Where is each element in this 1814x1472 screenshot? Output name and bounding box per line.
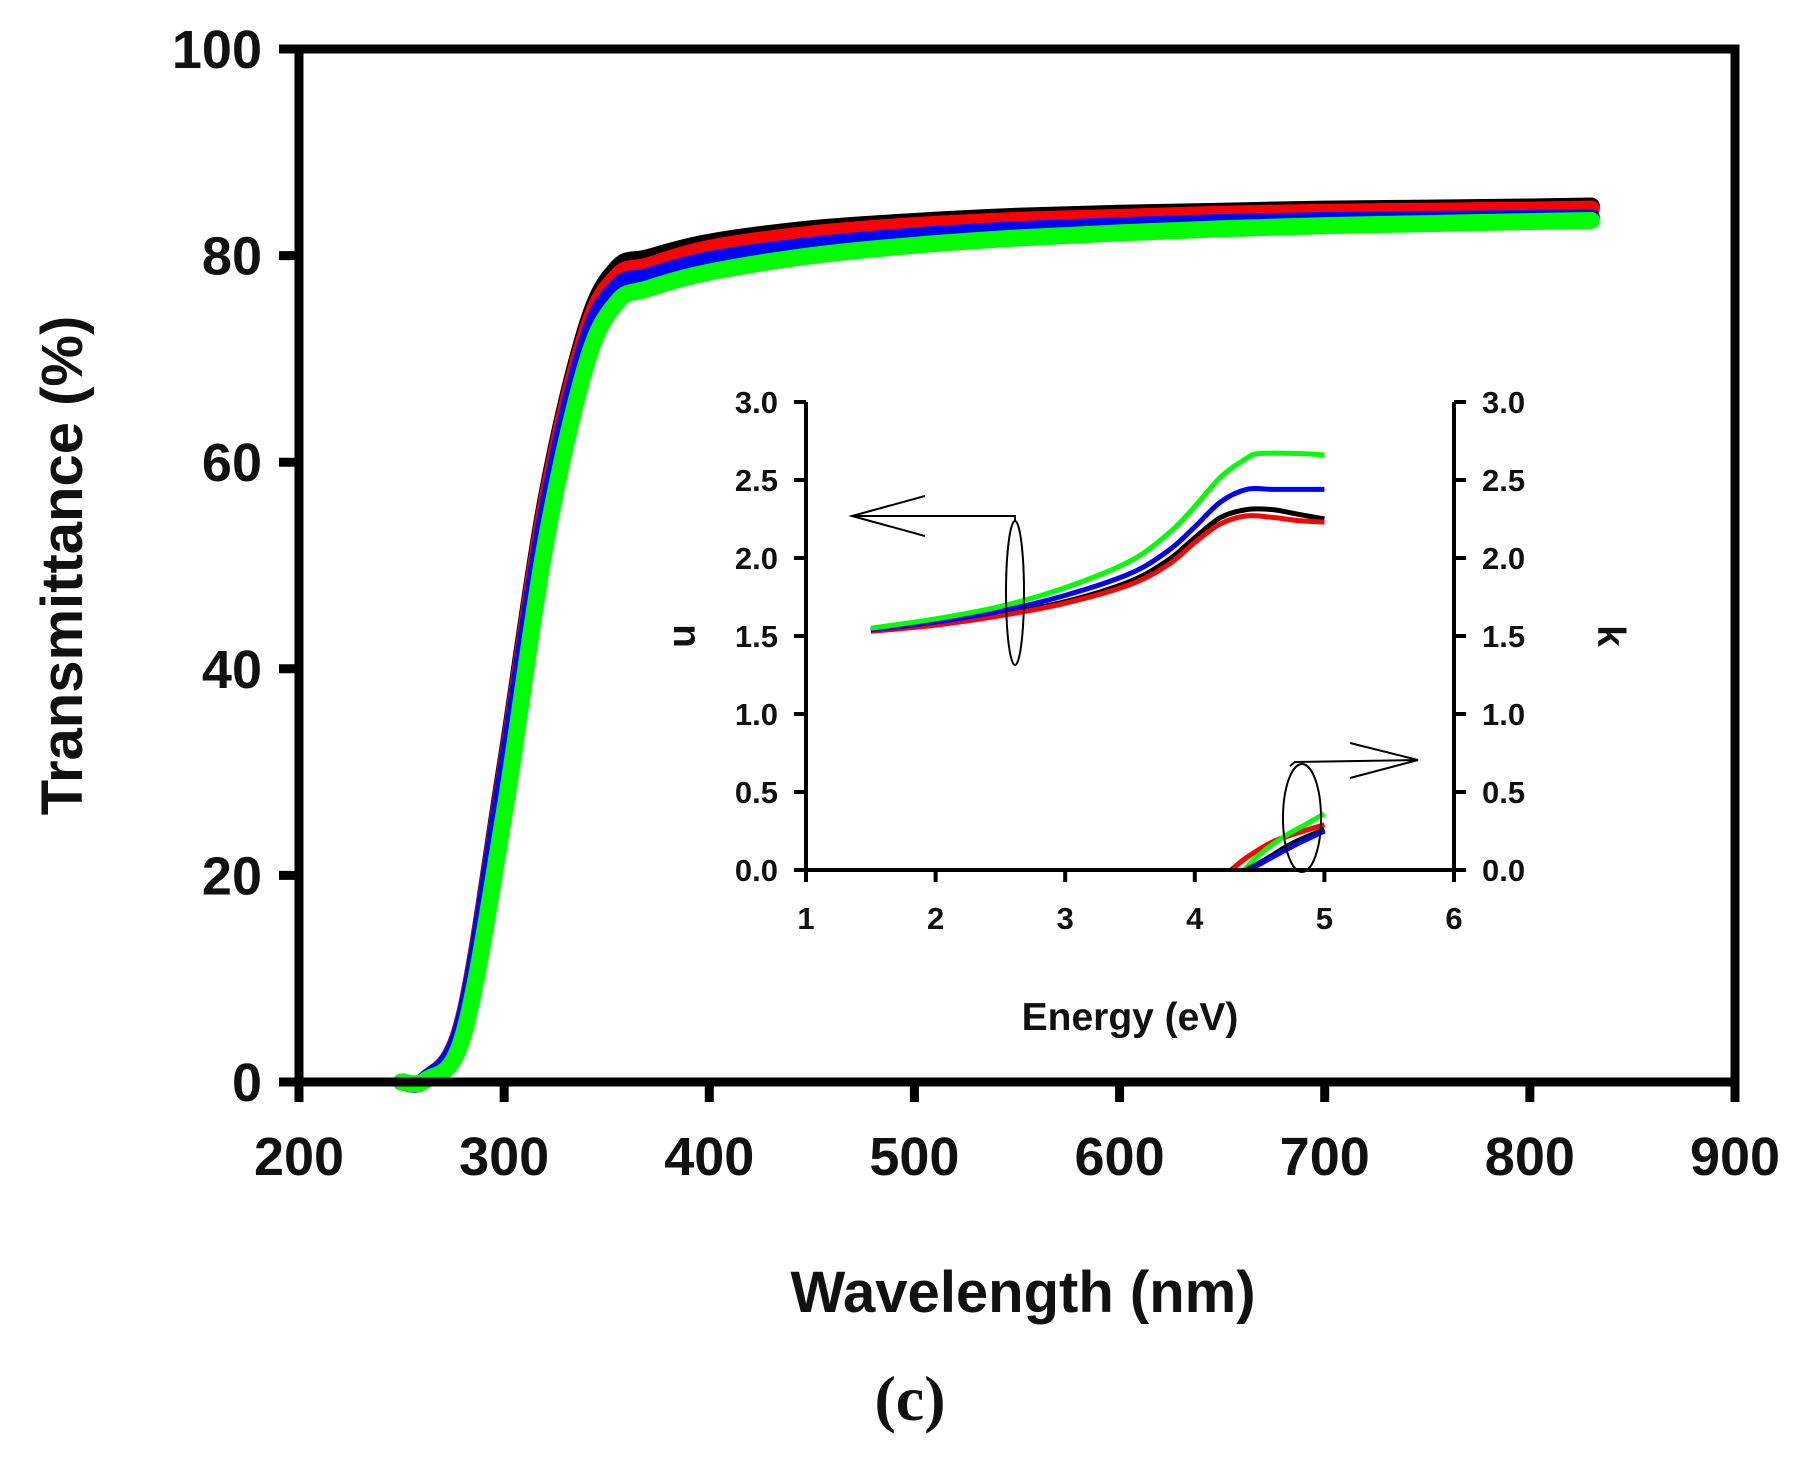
x-tick-label: 300 xyxy=(459,1127,549,1187)
x-tick-label: 200 xyxy=(254,1127,344,1187)
inset-right-axis-label: k xyxy=(1589,625,1632,647)
inset-left-tick-label: 0.5 xyxy=(735,775,778,810)
inset-x-axis-label: Energy (eV) xyxy=(1022,996,1239,1039)
panel-label: (c) xyxy=(874,1363,945,1434)
x-tick-label: 400 xyxy=(664,1127,754,1187)
inset-right-tick-label: 1.0 xyxy=(1482,697,1525,732)
n-series-3 xyxy=(870,485,1325,633)
y-tick-label: 40 xyxy=(202,640,262,700)
inset-left-tick-label: 3.0 xyxy=(735,385,778,420)
y-tick-label: 0 xyxy=(232,1053,262,1113)
y-tick-label: 60 xyxy=(202,433,262,493)
inset-x-tick-label: 6 xyxy=(1445,901,1462,936)
n-series-4 xyxy=(870,450,1325,631)
inset-right-tick-label: 2.0 xyxy=(1482,541,1525,576)
inset-left-axis-label: n xyxy=(665,624,708,648)
main-plot-frame xyxy=(294,44,1740,1087)
inset-x-tick-label: 5 xyxy=(1316,901,1333,936)
n-arrow-shaft xyxy=(852,515,1016,521)
inset-right-tick-label: 0.5 xyxy=(1482,775,1525,810)
inset-left-tick-label: 2.0 xyxy=(735,541,778,576)
inset-x-tick-label: 1 xyxy=(797,901,814,936)
inset-right-tick-label: 0.0 xyxy=(1482,853,1525,888)
x-tick-label: 500 xyxy=(869,1127,959,1187)
inset-right-tick-label: 2.5 xyxy=(1482,463,1525,498)
inset-x-tick-label: 3 xyxy=(1057,901,1074,936)
inset-x-tick-label: 2 xyxy=(927,901,944,936)
x-tick-label: 800 xyxy=(1485,1127,1575,1187)
transmittance-series-4 xyxy=(393,212,1600,1093)
k-series-6 xyxy=(1242,811,1326,872)
inset-left-tick-label: 2.5 xyxy=(735,463,778,498)
x-tick-label: 900 xyxy=(1690,1127,1780,1187)
y-tick-label: 100 xyxy=(172,20,262,80)
y-tick-label: 20 xyxy=(202,846,262,906)
k-series-8 xyxy=(1247,828,1326,873)
k-curves-ellipse xyxy=(1282,763,1322,873)
k-arrow-shaft xyxy=(1289,759,1419,767)
inset-chart: 1 2 3 4 5 6 0.0 0.0 0.5 0.5 1.0 1.0 1.5 1.5 2.0 2.0 2.5 2… xyxy=(665,385,1632,1039)
n-arrow-head xyxy=(848,495,926,537)
y-tick-label: 80 xyxy=(202,227,262,287)
n-series-2 xyxy=(870,513,1325,634)
inset-left-tick-label: 0.0 xyxy=(735,853,778,888)
y-axis-label: Transmittance (%) xyxy=(30,316,95,816)
inset-left-tick-label: 1.5 xyxy=(735,619,778,654)
x-tick-label: 700 xyxy=(1280,1127,1370,1187)
k-arrow-head xyxy=(1349,742,1419,779)
inset-left-tick-label: 1.0 xyxy=(735,697,778,732)
x-tick-label: 600 xyxy=(1075,1127,1165,1187)
inset-right-tick-label: 3.0 xyxy=(1482,385,1525,420)
inset-background xyxy=(806,402,1454,870)
main-chart: 200 300 400 500 600 700 800 900 0 20 40 60 80 100 Wave… xyxy=(30,20,1780,1325)
inset-annotations xyxy=(848,495,1419,873)
inset-x-tick-label: 4 xyxy=(1186,901,1204,936)
inset-right-tick-label: 1.5 xyxy=(1482,619,1525,654)
x-axis-label: Wavelength (nm) xyxy=(790,1260,1255,1325)
